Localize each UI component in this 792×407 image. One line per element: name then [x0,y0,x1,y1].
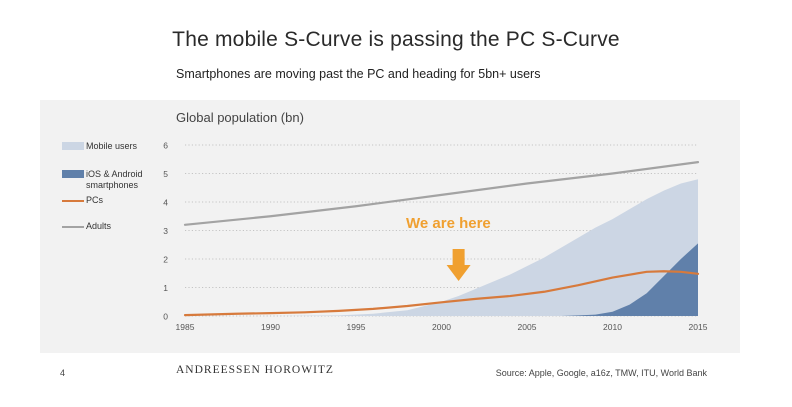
x-tick-label: 1990 [261,322,280,332]
arrow-head [446,265,471,281]
series-mobile-users-area [185,179,698,316]
chart-title: Global population (bn) [176,110,304,125]
y-tick-label: 5 [163,169,168,179]
page-number: 4 [60,368,66,378]
legend-swatch-mobile-users [62,142,84,150]
legend-label-smartphones: iOS & Android smartphones [86,169,143,190]
source-note: Source: Apple, Google, a16z, TMW, ITU, W… [495,368,707,378]
legend-label-adults: Adults [86,221,112,231]
x-tick-label: 2010 [603,322,622,332]
legend-label-mobile-users: Mobile users [86,141,138,151]
brand-wordmark: ANDREESSEN HOROWITZ [176,364,334,376]
legend-swatch-pcs [62,200,84,202]
slide-subtitle: Smartphones are moving past the PC and h… [176,67,541,81]
legend-item-pcs: PCs [62,195,103,206]
series-group [183,161,700,317]
slide-title: The mobile S-Curve is passing the PC S-C… [172,28,620,51]
annotation-arrow [446,249,471,281]
y-tick-label: 6 [163,141,168,151]
y-tick-label: 3 [163,226,168,236]
tick-labels: 0 1 2 3 4 5 6 1985 1990 1995 2000 2005 2010 2015 [163,141,707,333]
y-tick-label: 2 [163,255,168,265]
x-tick-label: 1995 [347,322,366,332]
legend-swatch-smartphones [62,170,84,178]
series-adults-line [183,161,700,226]
series-smartphones-area [561,243,698,316]
legend-item-adults: Adults [62,221,111,232]
x-tick-label: 2015 [689,322,708,332]
x-tick-label: 1985 [176,322,195,332]
y-tick-label: 4 [163,198,168,208]
series-pcs-line [183,270,700,317]
y-tick-label: 1 [163,283,168,293]
legend-swatch-adults [62,226,84,228]
y-tick-label: 0 [163,312,168,322]
we-are-here-label: We are here [406,215,491,232]
arrow-shaft [452,249,465,265]
legend-item-mobile-users: Mobile users [62,141,137,152]
x-tick-label: 2000 [432,322,451,332]
legend-label-pcs: PCs [86,195,104,205]
x-tick-label: 2005 [518,322,537,332]
legend-item-smartphones: iOS & Android smartphones [62,169,172,191]
